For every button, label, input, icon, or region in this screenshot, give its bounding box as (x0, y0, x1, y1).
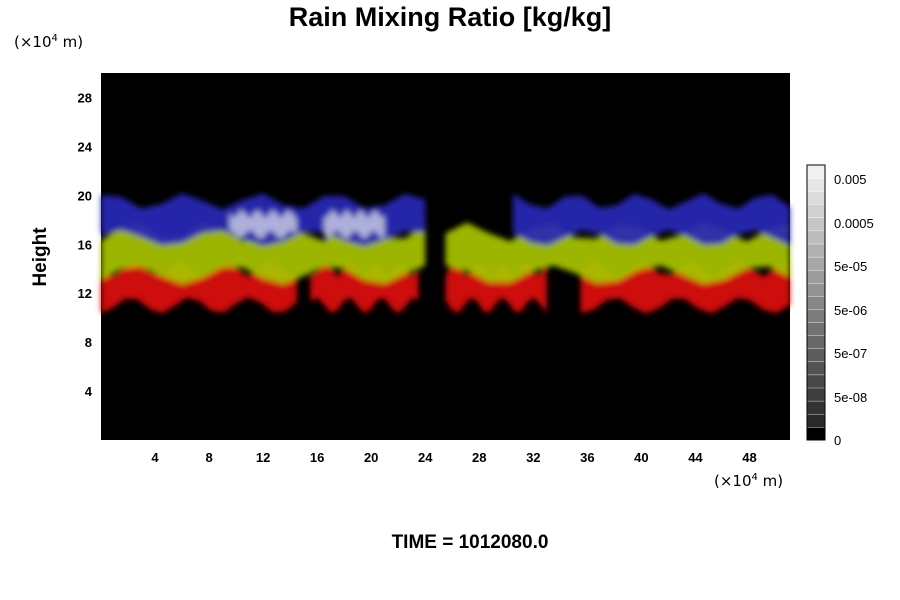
x-tick-label: 20 (364, 450, 378, 465)
colorbar-frame (806, 164, 826, 441)
time-label: TIME = 1012080.0 (391, 532, 549, 553)
colorbar-step (806, 295, 826, 310)
colorbar-label: 0 (834, 433, 841, 448)
colorbar-step (806, 177, 826, 192)
colorbar-label: 5e-07 (834, 346, 867, 361)
heatmap-layers (101, 193, 790, 314)
colorbar-step (806, 190, 826, 205)
chart-title: Rain Mixing Ratio [kg/kg] (288, 2, 612, 32)
y-tick-label: 24 (78, 139, 93, 154)
y-tick-label: 20 (78, 188, 92, 203)
colorbar-step (806, 321, 826, 336)
x-tick-label: 4 (151, 450, 159, 465)
heatmap-region (513, 193, 790, 246)
y-tick-label: 4 (85, 384, 93, 399)
colorbar-step (806, 400, 826, 415)
x-axis-unit: (×104 m) (714, 472, 784, 490)
colorbar-step (806, 217, 826, 232)
heatmap-region (580, 260, 790, 314)
x-tick-label: 8 (205, 450, 212, 465)
colorbar: 0.005 0.0005 5e-05 5e-06 5e-07 5e-08 0 (806, 164, 874, 448)
heatmap-region (323, 209, 385, 240)
colorbar-step (806, 204, 826, 219)
colorbar-label: 5e-06 (834, 303, 867, 318)
colorbar-step (806, 348, 826, 362)
x-tick-label: 48 (742, 450, 756, 465)
y-tick-label: 12 (78, 286, 92, 301)
x-tick-label: 36 (580, 450, 594, 465)
colorbar-step (806, 230, 826, 245)
colorbar-step (806, 374, 826, 389)
x-tick-label: 28 (472, 450, 486, 465)
x-tick-label: 44 (688, 450, 703, 465)
colorbar-step (806, 426, 826, 441)
colorbar-step (806, 308, 826, 323)
heatmap-region (229, 209, 297, 239)
x-tick-label: 16 (310, 450, 324, 465)
colorbar-step (806, 335, 826, 349)
colorbar-label: 5e-08 (834, 390, 867, 405)
colorbar-step (806, 256, 826, 271)
x-tick-label: 40 (634, 450, 648, 465)
colorbar-step (806, 243, 826, 258)
colorbar-label: 0.0005 (834, 216, 874, 231)
x-tick-label: 24 (418, 450, 433, 465)
y-axis-ticks: 4 8 12 16 20 24 28 (78, 90, 93, 399)
colorbar-step (806, 164, 826, 179)
x-axis-ticks: 4 8 12 16 20 24 28 32 36 40 44 48 (151, 450, 756, 465)
y-tick-label: 16 (78, 237, 92, 252)
heatmap-region (101, 260, 297, 314)
y-tick-label: 28 (78, 90, 92, 105)
colorbar-step (806, 387, 826, 402)
colorbar-label: 5e-05 (834, 259, 867, 274)
x-tick-label: 12 (256, 450, 270, 465)
y-axis-unit: (×104 m) (14, 33, 84, 51)
colorbar-step (806, 269, 826, 284)
y-tick-label: 8 (85, 335, 92, 350)
colorbar-step (806, 361, 826, 376)
colorbar-step (806, 282, 826, 297)
colorbar-step (806, 413, 826, 428)
x-tick-label: 32 (526, 450, 540, 465)
colorbar-label: 0.005 (834, 172, 867, 187)
